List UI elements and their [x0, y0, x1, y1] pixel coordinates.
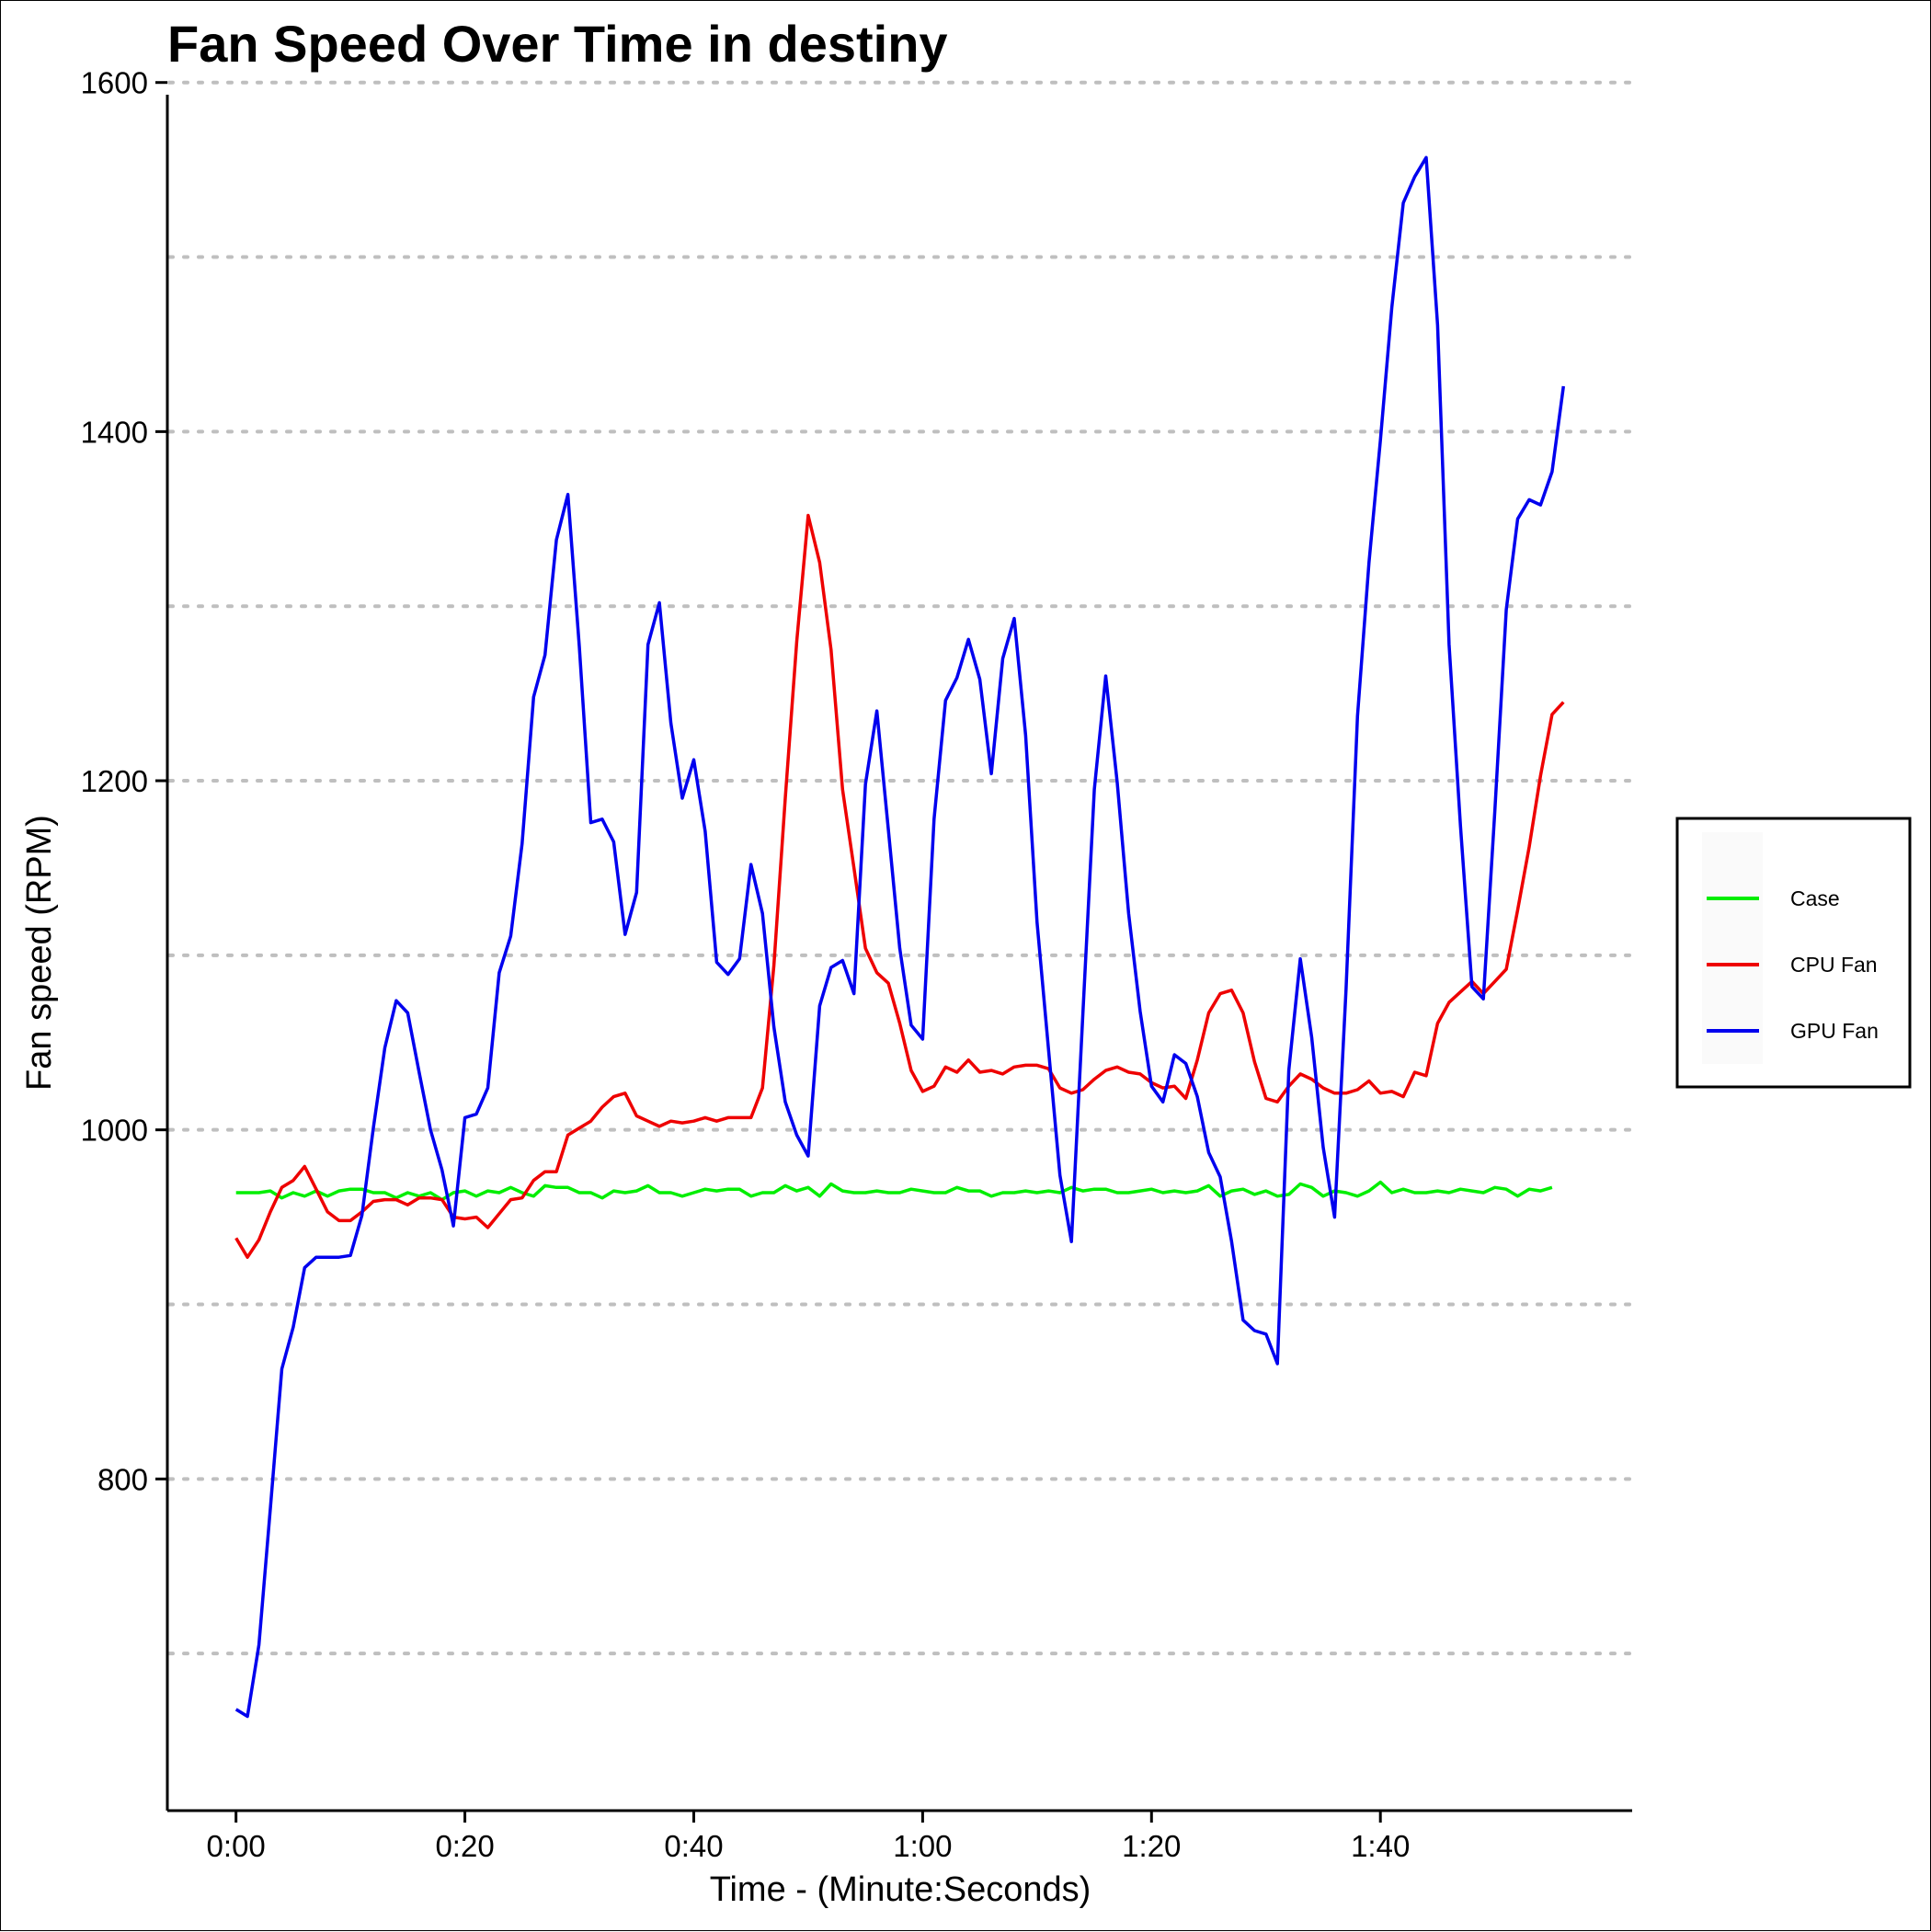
y-tick-label: 800	[97, 1462, 148, 1496]
x-tick-label: 0:20	[435, 1829, 494, 1863]
legend-items: Case CPU Fan GPU Fan	[1707, 886, 1879, 1043]
x-axis-label: Time - (Minute:Seconds)	[710, 1870, 1091, 1909]
legend-label-cpu-fan: CPU Fan	[1790, 953, 1878, 977]
legend-label-case: Case	[1790, 886, 1840, 910]
legend: Case CPU Fan GPU Fan	[1675, 817, 1912, 1089]
y-axis-label: Fan speed (RPM)	[20, 815, 59, 1091]
series-line-gpu-fan	[234, 155, 1566, 1719]
x-tick-label: 1:00	[893, 1829, 952, 1863]
series-line-case	[235, 1180, 1553, 1202]
x-tick-label: 1:20	[1122, 1829, 1181, 1863]
gridlines	[167, 80, 1634, 1656]
legend-key-background	[1702, 832, 1763, 1064]
x-tick-label: 0:40	[664, 1829, 723, 1863]
axes	[166, 95, 1632, 1812]
y-ticks: 800 1000 1200 1400 1600	[81, 66, 167, 1496]
series-lines	[234, 155, 1566, 1719]
y-tick-label: 1200	[81, 764, 148, 798]
x-ticks: 0:00 0:20 0:40 1:00 1:20 1:40	[207, 1811, 1410, 1863]
x-tick-label: 0:00	[207, 1829, 266, 1863]
x-tick-label: 1:40	[1351, 1829, 1410, 1863]
chart-title: Fan Speed Over Time in destiny	[167, 15, 948, 73]
y-tick-label: 1400	[81, 415, 148, 449]
y-tick-label: 1600	[81, 66, 148, 100]
y-tick-label: 1000	[81, 1114, 148, 1148]
legend-label-gpu-fan: GPU Fan	[1790, 1019, 1879, 1043]
